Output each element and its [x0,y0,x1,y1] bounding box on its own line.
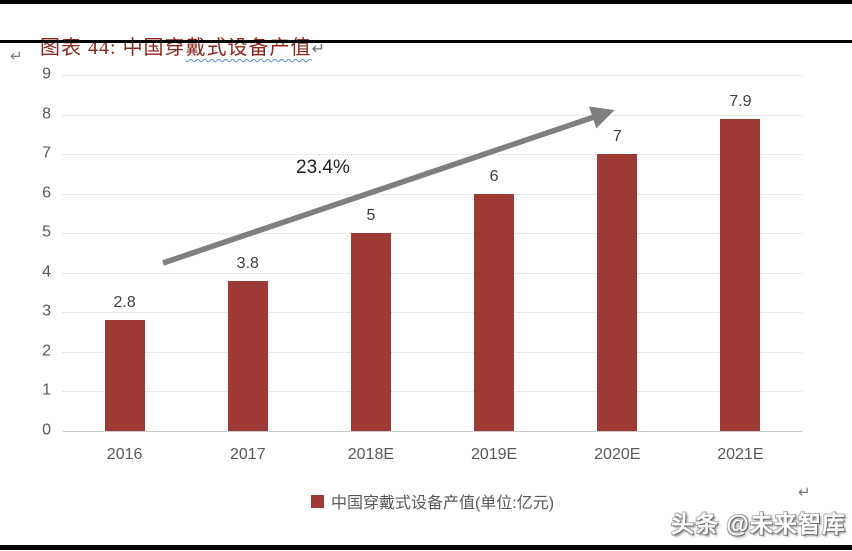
y-tick-label: 0 [42,421,51,439]
gridline [63,193,802,195]
watermark: 头条 @未来智库 [671,511,846,537]
y-tick-label: 5 [42,223,51,241]
gridline [63,233,802,235]
bar-value-label: 2.8 [113,294,136,312]
top-border-line [0,0,852,4]
bar-value-label: 6 [489,167,499,185]
bar-value-label: 7 [612,128,622,146]
y-tick-label: 8 [42,105,51,123]
gridline [63,75,802,76]
x-tick-label: 2016 [106,446,143,463]
paragraph-mark: ↵ [10,47,23,65]
gridline [63,272,802,274]
paragraph-mark: ↵ [798,483,811,501]
bar-value-label: 7.9 [729,92,752,110]
caption-divider-line [0,40,852,43]
x-axis-line [63,431,802,432]
gridline [63,154,802,156]
y-tick-label: 2 [42,342,51,360]
gridline [63,351,802,353]
x-tick-label: 2020E [594,446,641,463]
x-tick-label: 2021E [717,446,764,463]
y-tick-label: 3 [42,302,51,320]
bar-2021E [720,118,761,431]
legend-marker-swatch [310,494,324,508]
x-tick-label: 2019E [470,446,518,463]
chart-legend: 中国穿戴式设备产值(单位:亿元) [63,489,802,513]
bar-value-label: 3.8 [236,254,259,272]
bar-chart: 0 1 2 3 4 5 6 7 8 9 2.8 2016 3.8 2017 5 2018E 6 2019E 7 202… [42,66,802,463]
y-tick-label: 6 [42,184,51,202]
gridline [63,114,802,116]
paragraph-mark: ↵ [311,39,326,58]
bar-2016 [104,320,145,431]
gridline [63,391,802,393]
legend-label: 中国穿戴式设备产值(单位:亿元) [330,495,555,512]
bar-2020E [597,154,638,431]
x-tick-label: 2018E [347,446,395,463]
growth-rate-label: 23.4% [296,157,350,178]
bar-value-label: 5 [366,207,376,225]
gridline [63,312,802,314]
bar-2019E [474,193,515,431]
bar-2018E [350,233,391,431]
x-tick-label: 2017 [230,446,266,463]
y-tick-label: 9 [42,65,51,83]
bottom-border-line [0,545,852,550]
y-tick-label: 4 [42,263,51,281]
y-tick-label: 7 [42,144,51,162]
figure-caption: 图表 44: 中国穿戴式设备产值↵ [16,8,326,83]
bar-2017 [227,280,268,431]
y-tick-label: 1 [42,382,51,400]
